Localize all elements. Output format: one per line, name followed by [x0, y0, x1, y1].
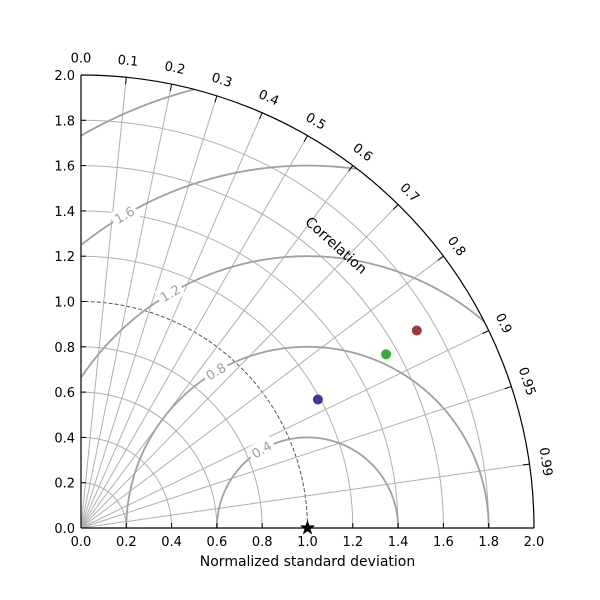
y-tick-label: 0.6 — [54, 386, 75, 401]
correlation-grid-ray — [80, 112, 263, 529]
correlation-grid-rays — [80, 77, 530, 529]
reference-star — [299, 520, 316, 535]
std-grid-arc — [80, 119, 490, 529]
x-tick-label: 1.8 — [478, 535, 499, 550]
correlation-grid-ray — [80, 135, 308, 529]
data-point — [312, 394, 323, 405]
correlation-tick-label: 0.4 — [256, 87, 281, 109]
correlation-tick-mark — [348, 165, 354, 172]
correlation-grid-ray — [80, 330, 489, 529]
correlation-grid-ray — [80, 386, 512, 529]
x-tick-label: 1.0 — [297, 535, 318, 550]
y-tick-label: 1.8 — [54, 114, 75, 129]
correlation-tick-label: 0.95 — [515, 366, 538, 398]
correlation-tick-mark — [482, 330, 489, 334]
x-tick-label: 0.6 — [207, 535, 228, 550]
correlation-tick-label: 0.3 — [210, 70, 234, 91]
rms-label-bg — [200, 357, 232, 386]
rms-contour — [125, 345, 490, 528]
y-tick-label: 1.2 — [54, 250, 75, 265]
y-tick-label: 1.0 — [54, 296, 75, 311]
x-tick-label: 0.0 — [71, 535, 92, 550]
correlation-tick-mark — [125, 77, 127, 85]
x-tick-label: 1.4 — [388, 535, 409, 550]
correlation-tick-mark — [169, 84, 173, 91]
correlation-grid-ray — [80, 165, 354, 529]
x-tick-label: 1.2 — [342, 535, 363, 550]
rms-label-bg — [245, 435, 278, 465]
rms-label-bg — [154, 279, 187, 308]
correlation-tick-mark — [504, 386, 512, 390]
correlation-grid-ray — [80, 255, 444, 529]
y-tick-label: 0.8 — [54, 341, 75, 356]
data-point — [381, 349, 392, 360]
correlation-grid-ray — [80, 77, 127, 529]
data-points — [299, 325, 422, 535]
chart-frame — [80, 74, 535, 529]
x-tick-label: 0.2 — [116, 535, 137, 550]
correlation-grid-ray — [80, 95, 218, 529]
rms-contour — [216, 436, 399, 528]
std-ticks: 0.00.0 0.2 0.2 0.4 0.4 0.6 0.6 0.8 0.8 1.0 1.0 1.2 1… — [54, 69, 544, 550]
rms-label-bg — [108, 200, 141, 230]
y-tick-label: 1.4 — [54, 205, 75, 220]
correlation-tick-mark — [214, 95, 218, 103]
x-tick-label: 2.0 — [524, 535, 545, 550]
correlation-ticks: 0.0 0.1 0.2 0.3 0.4 0.5 0.6 0.7 0.8 0.9 0.95 0.99 — [71, 52, 555, 478]
x-tick-label: 0.4 — [161, 535, 182, 550]
correlation-tick-mark — [259, 112, 263, 120]
correlation-tick-label: 0.1 — [117, 53, 139, 70]
std-grid-arc — [80, 210, 399, 529]
y-tick-label: 0.0 — [54, 522, 75, 537]
correlation-tick-label: 0.5 — [303, 110, 328, 133]
correlation-tick-mark — [522, 463, 530, 466]
correlation-tick-mark — [303, 135, 308, 142]
outer-correlation-arc — [80, 74, 535, 529]
correlation-grid-ray — [80, 84, 173, 529]
correlation-tick-label: 0.2 — [163, 59, 186, 78]
std-grid-arc — [80, 391, 218, 529]
y-tick-label: 0.2 — [54, 477, 75, 492]
rms-contour — [80, 88, 195, 137]
std-grid-arcs — [80, 119, 490, 529]
data-point — [411, 325, 422, 336]
std-grid-arc — [80, 255, 354, 529]
x-tick-label: 0.8 — [252, 535, 273, 550]
correlation-grid-ray — [80, 463, 530, 529]
rms-contour — [80, 255, 485, 378]
rms-contours: 0.40.81.21.6 — [80, 88, 490, 528]
correlation-tick-label: 0.8 — [444, 234, 468, 260]
correlation-tick-label: 0.9 — [492, 311, 515, 336]
y-tick-label: 2.0 — [54, 69, 75, 84]
y-tick-label: 1.6 — [54, 160, 75, 175]
std-grid-arc — [80, 165, 444, 529]
x-axis-title: Normalized standard deviation — [200, 554, 415, 570]
correlation-tick-mark — [437, 255, 444, 261]
correlation-tick-label: 0.0 — [71, 52, 92, 67]
correlation-tick-label: 0.7 — [397, 181, 422, 206]
correlation-tick-label: 0.6 — [350, 141, 376, 165]
correlation-tick-mark — [392, 204, 399, 210]
x-tick-label: 1.6 — [433, 535, 454, 550]
std-grid-arc — [80, 301, 308, 529]
y-tick-label: 0.4 — [54, 431, 75, 446]
std-grid-arc — [80, 346, 263, 529]
correlation-tick-label: 0.99 — [536, 446, 555, 477]
